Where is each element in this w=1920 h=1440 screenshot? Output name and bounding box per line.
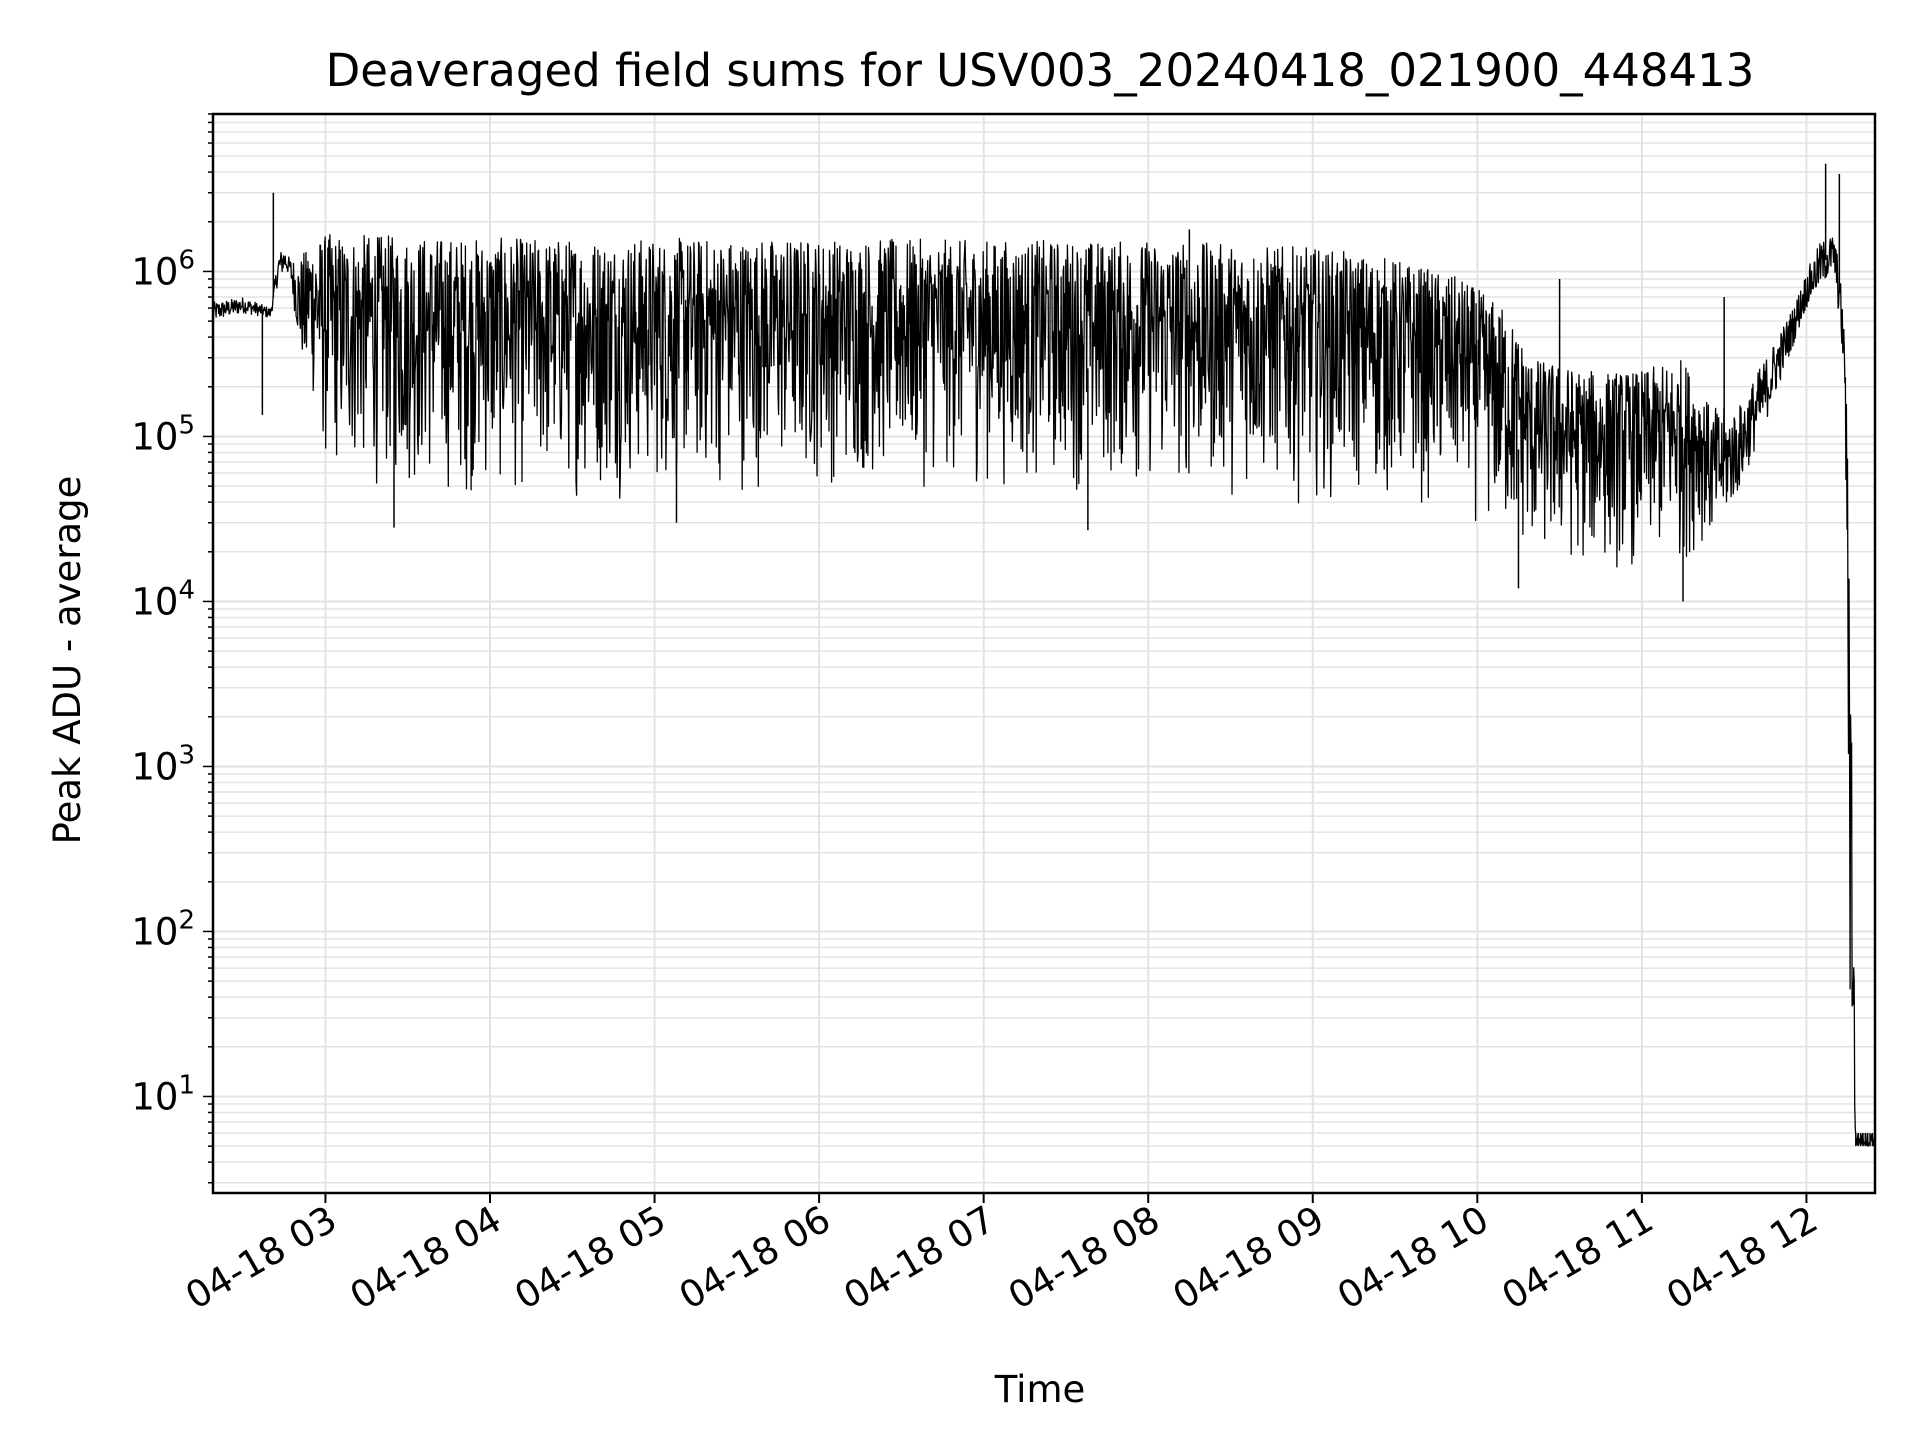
x-tick-label: 04-18 10 [1330, 1198, 1496, 1318]
y-tick-label: 101 [131, 1070, 195, 1118]
series-line [212, 163, 1876, 1147]
y-tick-label: 105 [131, 410, 195, 458]
x-tick-label: 04-18 08 [1001, 1198, 1167, 1318]
x-tick-label: 04-18 04 [343, 1198, 509, 1318]
y-tick-label: 102 [131, 905, 195, 953]
x-tick-label: 04-18 06 [672, 1198, 838, 1318]
y-tick-label: 106 [131, 245, 195, 293]
x-tick-label: 04-18 11 [1495, 1198, 1661, 1318]
plot-frame [211, 112, 1877, 1195]
y-tick-label: 103 [131, 740, 195, 788]
x-tick-label: 04-18 07 [837, 1198, 1003, 1318]
x-tick-label: 04-18 05 [507, 1198, 673, 1318]
x-axis-label: Time [994, 1368, 1086, 1411]
series-path [212, 234, 1876, 1147]
y-axis-label: Peak ADU - average [46, 476, 89, 845]
y-axis: 101 102 103 104 105 106 [131, 245, 195, 1118]
y-tick-label: 104 [131, 575, 195, 623]
x-tick-label: 04-18 03 [178, 1198, 344, 1318]
x-tick-label: 04-18 12 [1659, 1198, 1825, 1318]
x-tick-label: 04-18 09 [1166, 1198, 1332, 1318]
chart-title: Deaveraged field sums for USV003_2024041… [326, 44, 1755, 97]
